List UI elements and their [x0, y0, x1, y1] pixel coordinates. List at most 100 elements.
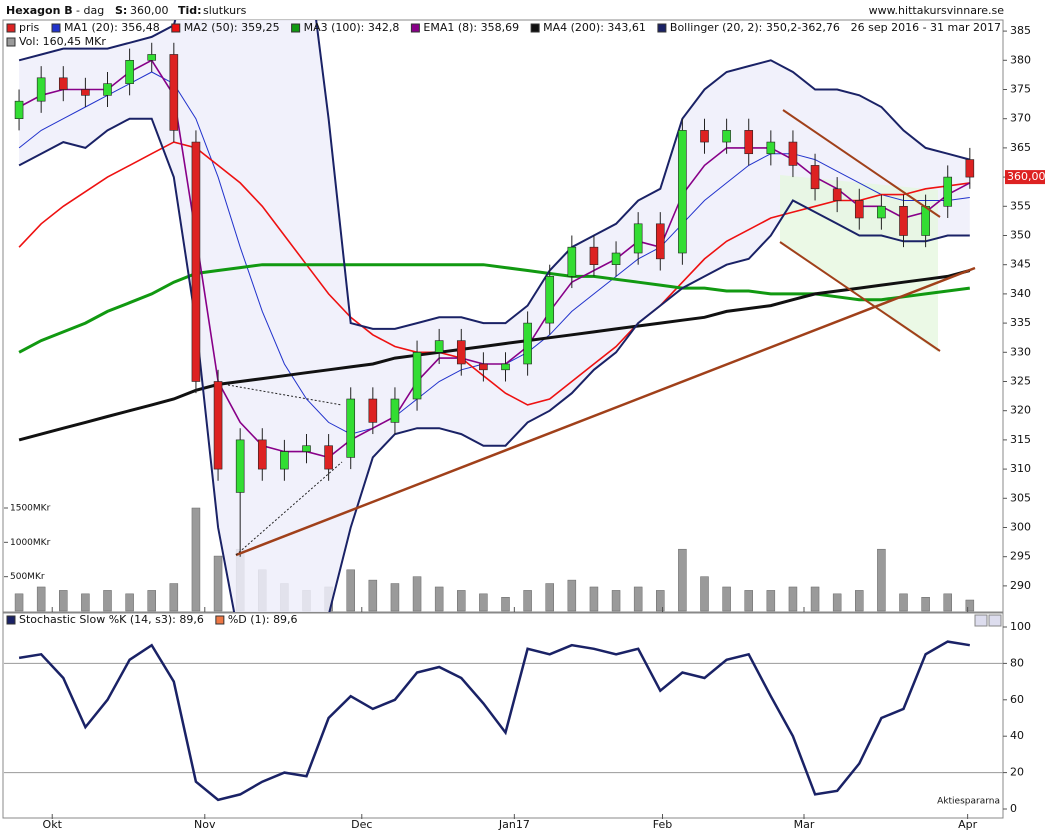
volume-bar [744, 590, 753, 612]
legend-label: pris [19, 21, 40, 34]
candle-body [501, 363, 510, 371]
volume-tick-label: 1500MKr [10, 504, 51, 514]
candle-body [81, 89, 90, 96]
y-tick-label: 355 [1010, 199, 1031, 212]
dotted-line [235, 461, 343, 556]
y-tick-label: 20 [1010, 766, 1024, 779]
legend-swatch [530, 23, 540, 33]
volume-bar [899, 593, 908, 612]
y-tick-label: 365 [1010, 141, 1031, 154]
x-tick-label: Feb [653, 818, 672, 831]
candle-body [147, 54, 157, 61]
legend-swatch [410, 23, 420, 33]
candle-body [368, 398, 378, 423]
s-label: S: [115, 4, 127, 17]
legend-label: MA2 (50): 359,25 [184, 21, 280, 34]
legend-label: EMA1 (8): 358,69 [423, 21, 519, 34]
volume-bar [81, 593, 90, 612]
candle-body [633, 223, 643, 254]
candle-body [346, 398, 356, 458]
candle-body [611, 252, 621, 265]
y-tick-label: 340 [1010, 287, 1031, 300]
candle-body [722, 130, 731, 143]
volume-bar [700, 576, 709, 612]
candle-body [700, 130, 709, 143]
candle-body [456, 340, 466, 365]
y-tick-label: 305 [1010, 491, 1031, 504]
y-tick-label: 310 [1010, 462, 1031, 475]
settings-icon[interactable] [988, 614, 1002, 627]
date-range: 26 sep 2016 - 31 mar 2017 [851, 21, 1001, 34]
ma-line [18, 20, 971, 330]
candle-body [523, 322, 532, 365]
volume-bar [434, 586, 444, 612]
stoch-frame [2, 612, 1004, 819]
candle-body [58, 77, 68, 90]
candle-body [943, 176, 953, 207]
tid-label: Tid: [178, 4, 202, 17]
legend-swatch [657, 23, 667, 33]
candle-body [213, 381, 223, 470]
candle-body [810, 165, 820, 190]
volume-bar [788, 586, 798, 612]
candle-body [302, 445, 311, 452]
volume-bar [412, 576, 422, 612]
volume-bar [810, 586, 820, 612]
candle-body [678, 130, 687, 254]
candle-body [191, 141, 201, 382]
volume-bar [678, 548, 687, 612]
candle-body [280, 451, 289, 470]
candle-body [877, 205, 886, 219]
candle-body [744, 130, 754, 155]
trendline [235, 266, 976, 557]
y-tick-label: 350 [1010, 228, 1031, 241]
volume-bar [633, 586, 643, 612]
candle-body [788, 141, 798, 166]
x-tick-label: Nov [194, 818, 216, 831]
volume-bar [545, 583, 554, 612]
volume-bar [523, 590, 532, 612]
interval: - dag [76, 4, 104, 17]
volume-bar [766, 590, 776, 612]
volume-bar [147, 590, 156, 612]
volume-bar [855, 590, 864, 612]
tool-icons[interactable] [974, 614, 1002, 627]
candle-body [169, 54, 179, 131]
y-tick-label: 60 [1010, 693, 1024, 706]
candle-body [567, 246, 577, 277]
candle-body [655, 223, 665, 260]
zoom-icon[interactable] [974, 614, 988, 627]
candle-body [412, 351, 422, 400]
candle-body [766, 141, 776, 155]
legend-label: MA1 (20): 356,48 [64, 21, 160, 34]
candle-body [832, 188, 842, 201]
candle-body [324, 445, 333, 470]
candle-body [921, 205, 930, 236]
x-tick-label: Apr [958, 818, 978, 831]
ma-line [18, 141, 970, 406]
legend-label: %D (1): 89,6 [228, 613, 298, 626]
dotted-line [227, 384, 343, 406]
candle-body [36, 77, 46, 102]
y-tick-label: 345 [1010, 258, 1031, 271]
candle-body [257, 439, 267, 470]
volume-bar [59, 590, 68, 612]
main-plot: 500MKr 1000MKr 1500MKr [4, 20, 975, 612]
candle-body [545, 276, 555, 324]
volume-tick-label: 500MKr [10, 572, 45, 582]
legend-label: MA4 (200): 343,61 [543, 21, 646, 34]
y-tick-label: 380 [1010, 53, 1031, 66]
volume-bar [656, 590, 665, 612]
volume-bar [390, 583, 400, 612]
y-tick-label: 385 [1010, 24, 1031, 37]
s-value: 360,00 [130, 4, 169, 17]
legend-swatch [215, 615, 225, 625]
candle-body [103, 83, 112, 96]
legend-swatch [6, 37, 16, 47]
volume-tick-label: 1000MKr [10, 538, 51, 548]
y-tick-label: 0 [1010, 802, 1017, 815]
candle-body [854, 200, 864, 219]
candle-body [965, 159, 975, 178]
trendline [782, 109, 941, 218]
